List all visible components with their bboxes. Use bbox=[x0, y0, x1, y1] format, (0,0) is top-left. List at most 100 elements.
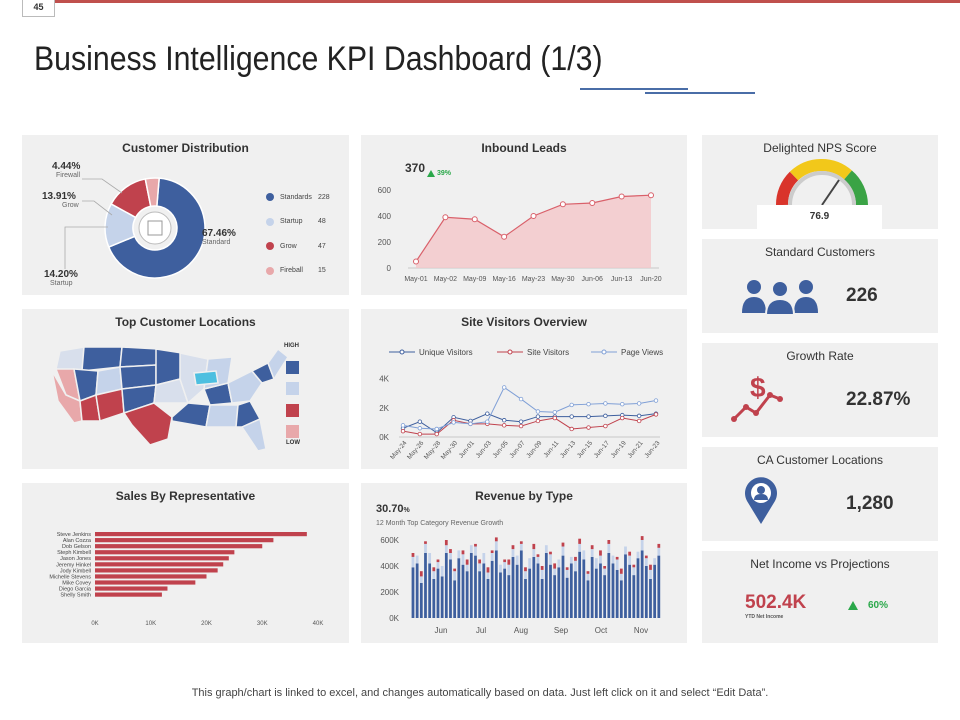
revenue-bar bbox=[507, 564, 511, 576]
revenue-bar bbox=[611, 563, 615, 618]
revenue-bar bbox=[432, 579, 436, 618]
nps-value: 76.9 bbox=[809, 211, 830, 222]
rep-name: Mike Covey bbox=[62, 580, 91, 586]
legend-row: Startup 48 bbox=[266, 210, 346, 235]
revenue-bar bbox=[490, 550, 494, 553]
map-region bbox=[119, 346, 159, 368]
footer-note: This graph/chart is linked to excel, and… bbox=[191, 687, 769, 699]
revenue-bar bbox=[524, 579, 527, 618]
revenue-headline: 30.70% bbox=[376, 503, 410, 515]
revenue-bar bbox=[494, 550, 498, 618]
rep-bar bbox=[95, 550, 235, 555]
revenue-bar bbox=[453, 571, 457, 581]
grow-name: Grow bbox=[62, 202, 79, 209]
pie-slice bbox=[107, 177, 206, 279]
revenue-bar bbox=[444, 545, 448, 553]
legend-dot bbox=[266, 193, 274, 202]
revenue-bar bbox=[636, 551, 640, 559]
rep-name: Steph Kimbell bbox=[57, 550, 91, 556]
revenue-bar bbox=[440, 576, 444, 618]
panel-title: Delighted NPS Score bbox=[763, 141, 877, 155]
revenue-bar bbox=[532, 556, 536, 618]
legend-label: Startup bbox=[280, 218, 303, 226]
inbound-change: 39% bbox=[437, 170, 452, 177]
map-region bbox=[227, 370, 263, 404]
legend-swatch bbox=[286, 382, 299, 395]
revenue-bar bbox=[540, 569, 544, 579]
rep-bar bbox=[95, 532, 307, 537]
data-point bbox=[636, 418, 642, 424]
revenue-bar bbox=[478, 571, 482, 618]
top-locations-panel[interactable]: Top Customer Locations bbox=[22, 309, 349, 469]
standard-customers-panel[interactable]: Standard Customers 226 bbox=[702, 239, 938, 333]
revenue-bar bbox=[461, 550, 465, 555]
revenue-bar bbox=[607, 543, 611, 553]
revenue-bar bbox=[619, 573, 623, 581]
x-tick-label: Aug bbox=[514, 626, 528, 635]
gauge-red bbox=[775, 171, 799, 206]
revenue-bar bbox=[411, 567, 415, 618]
sales-rep-panel[interactable]: Sales By Representative Steve Jenkins Ala… bbox=[22, 483, 349, 643]
data-point bbox=[620, 415, 625, 421]
customer-distribution-donut[interactable] bbox=[22, 135, 349, 295]
revenue-bar bbox=[553, 575, 557, 618]
revenue-bar bbox=[499, 564, 502, 573]
legend-high: HIGH bbox=[284, 343, 299, 349]
page-number: 45 bbox=[22, 0, 55, 17]
revenue-bar bbox=[465, 571, 469, 618]
revenue-bar bbox=[540, 566, 544, 570]
x-tick-label: Jun-01 bbox=[458, 439, 476, 459]
revenue-bar bbox=[499, 572, 502, 618]
revenue-bar bbox=[615, 556, 619, 560]
data-point bbox=[501, 418, 507, 423]
revenue-type-panel[interactable]: Revenue by Type 30.70% 12 Month Top Cate… bbox=[361, 483, 687, 643]
rep-name: Jody Kimbell bbox=[60, 568, 91, 574]
site-visitors-panel[interactable]: Site Visitors Overview Unique Visitors Si… bbox=[361, 309, 687, 469]
revenue-bar bbox=[469, 553, 473, 618]
legend-low: LOW bbox=[286, 440, 300, 446]
legend-row: Standards 228 bbox=[266, 185, 346, 210]
revenue-type-chart[interactable]: 0K 200K 400K 600K Jun Jul Aug Sep Oct Nov bbox=[361, 483, 687, 643]
donut-center-glyph bbox=[147, 220, 163, 236]
legend-marker bbox=[399, 349, 405, 355]
x-tick-label: Jun-03 bbox=[475, 439, 493, 459]
revenue-bar bbox=[607, 553, 611, 618]
revenue-bar bbox=[640, 550, 644, 618]
inbound-leads-panel[interactable]: Inbound Leads 370 39% 0 200 400 600 May-01 Ma… bbox=[361, 135, 687, 295]
revenue-bar bbox=[449, 559, 452, 618]
revenue-bar bbox=[582, 559, 586, 618]
gauge-inner bbox=[788, 171, 856, 206]
revenue-bar bbox=[565, 569, 569, 578]
nps-panel[interactable]: Delighted NPS Score 76.9 bbox=[702, 135, 938, 229]
map-region bbox=[171, 402, 211, 428]
site-visitors-chart[interactable]: Unique Visitors Site Visitors Page Views 0K… bbox=[361, 309, 687, 469]
revenue-bar bbox=[490, 553, 494, 561]
revenue-bar bbox=[657, 543, 661, 548]
ca-locations-panel[interactable]: CA Customer Locations 1,280 bbox=[702, 447, 938, 541]
revenue-bar bbox=[436, 568, 440, 618]
inbound-leads-chart[interactable]: 0 200 400 600 May-01 May-02 May-09 May-16 May-23… bbox=[361, 135, 687, 295]
revenue-bar bbox=[524, 567, 527, 572]
revenue-bar bbox=[482, 563, 486, 618]
x-tick-label: Jun-07 bbox=[508, 439, 526, 459]
y-tick-label: 200 bbox=[378, 238, 392, 247]
data-point bbox=[417, 419, 423, 424]
us-map[interactable] bbox=[22, 309, 349, 469]
customer-distribution-panel[interactable]: Customer Distribution 4.44% Firewall 13.… bbox=[22, 135, 349, 295]
data-point bbox=[471, 216, 478, 223]
revenue-bar bbox=[628, 564, 632, 618]
location-pin-icon bbox=[745, 477, 777, 524]
data-point bbox=[501, 423, 507, 428]
net-income-panel[interactable]: Net Income vs Projections 502.4K YTD Net… bbox=[702, 551, 938, 643]
y-tick-label: 400 bbox=[378, 212, 392, 221]
revenue-bar bbox=[594, 558, 598, 569]
revenue-bar bbox=[624, 546, 627, 555]
revenue-bar bbox=[574, 556, 577, 561]
growth-rate-panel[interactable]: Growth Rate $ 22.87% bbox=[702, 343, 938, 437]
legend-label: Unique Visitors bbox=[419, 348, 473, 357]
series-line bbox=[402, 413, 657, 435]
revenue-bar bbox=[628, 551, 632, 556]
triangle-up-icon bbox=[427, 170, 435, 177]
revenue-bar bbox=[557, 567, 561, 618]
